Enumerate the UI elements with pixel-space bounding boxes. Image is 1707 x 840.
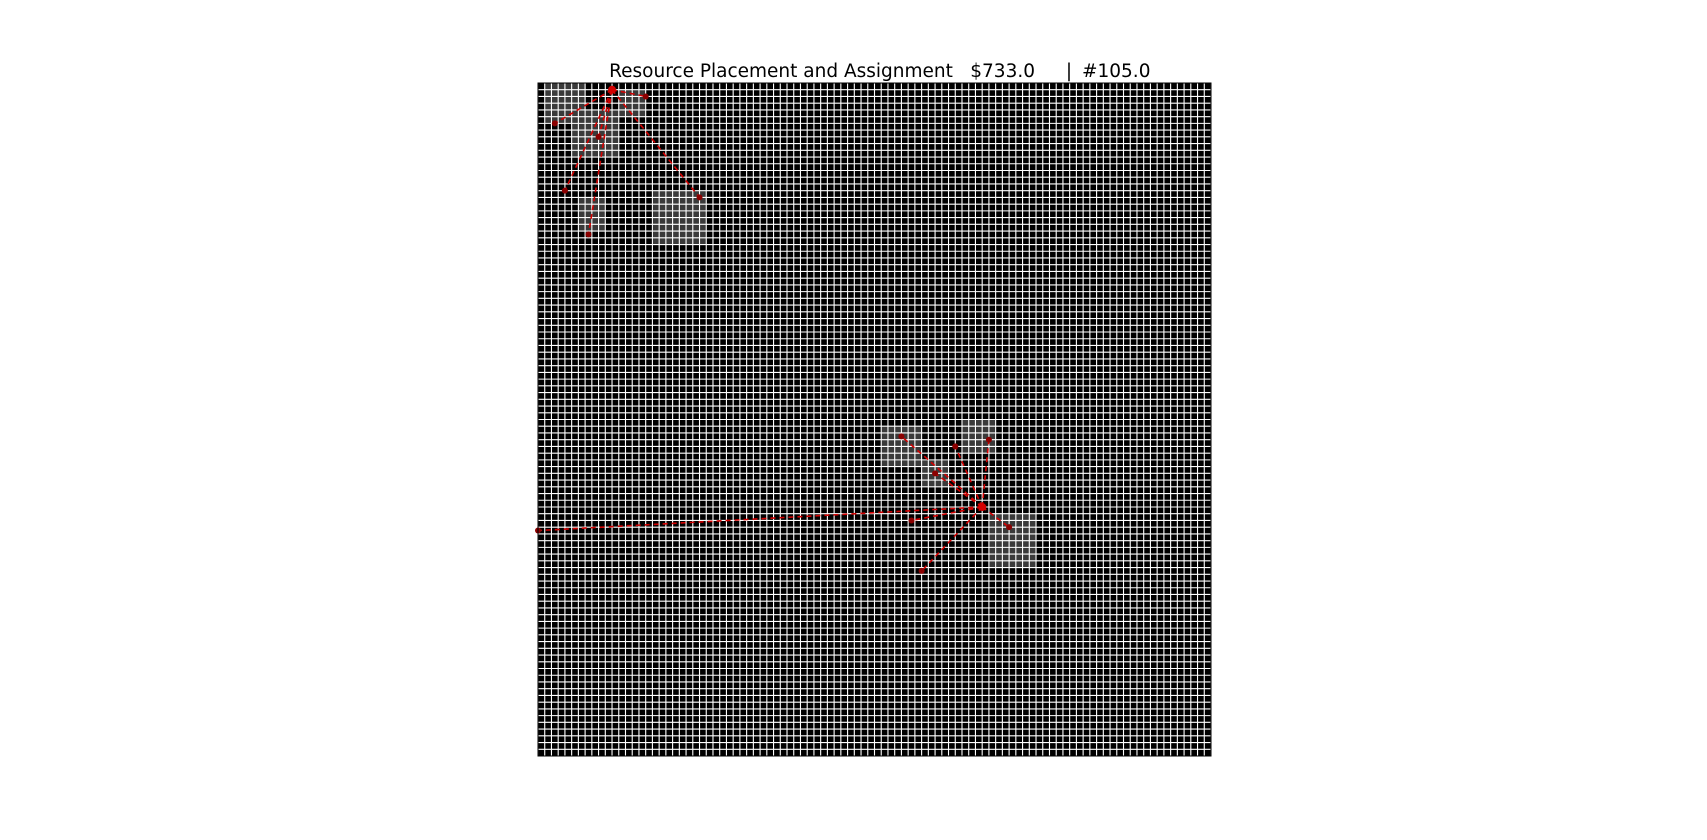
assignment-endpoint <box>595 133 602 140</box>
assignment-line <box>597 89 613 138</box>
chart-separator: | <box>1066 61 1072 82</box>
assignment-line <box>934 472 983 508</box>
assignment-lines <box>537 88 1010 572</box>
plot-border <box>537 82 1212 757</box>
assignment-line <box>587 89 613 235</box>
assignment-line <box>611 88 646 98</box>
assignment-endpoint <box>551 120 558 127</box>
assignment-line <box>537 506 983 532</box>
grid-lines <box>537 82 1212 757</box>
assignment-endpoint <box>952 443 959 450</box>
chart-cost: $733.0 <box>970 61 1035 82</box>
assignment-endpoint <box>908 517 915 524</box>
resource-block <box>571 109 619 158</box>
assignment-endpoint <box>898 433 905 440</box>
assignment-endpoint <box>1006 524 1013 531</box>
assignment-hub <box>978 502 987 511</box>
assignment-line <box>954 446 983 508</box>
assignment-endpoint <box>985 436 992 443</box>
resource-block <box>961 419 996 454</box>
assignment-line <box>981 506 1010 528</box>
assignment-line <box>981 439 990 508</box>
chart-title: Resource Placement and Assignment <box>609 61 953 82</box>
assignment-hub <box>608 85 617 94</box>
assignment-endpoint <box>696 194 703 201</box>
plot-area <box>535 82 1212 757</box>
assignment-line <box>554 89 613 125</box>
assignment-line <box>564 89 613 192</box>
chart-count: #105.0 <box>1082 61 1150 82</box>
assignment-endpoint <box>932 470 939 477</box>
assignment-line <box>911 506 983 522</box>
assignment-endpoint <box>642 93 649 100</box>
assignment-line <box>921 506 983 572</box>
assignment-endpoint <box>585 231 592 238</box>
assignment-endpoint <box>918 567 925 574</box>
assignment-endpoint <box>561 187 568 194</box>
